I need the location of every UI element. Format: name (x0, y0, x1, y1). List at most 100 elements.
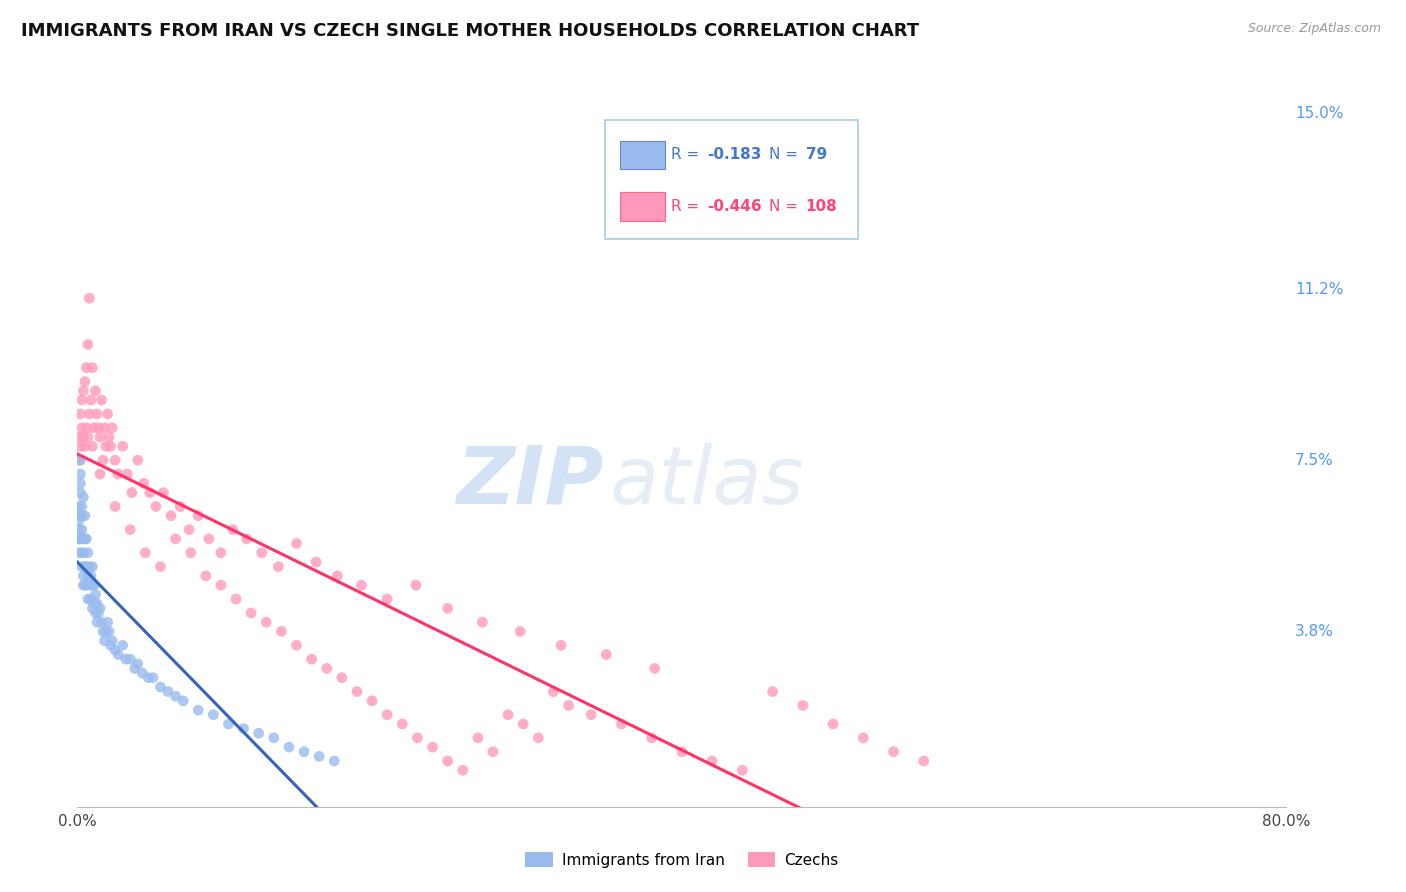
Point (67, 523, 90, 537)
Point (94, 439, 117, 453)
Point (285, 536, 308, 550)
Point (69, 467, 91, 482)
Point (406, 731, 429, 745)
Legend: Immigrants from Iran, Czechs: Immigrants from Iran, Czechs (519, 846, 845, 873)
Point (222, 523, 245, 537)
Text: atlas: atlas (609, 442, 804, 521)
Point (172, 694, 194, 708)
Text: ZIP: ZIP (456, 442, 603, 521)
Text: R =: R = (671, 199, 699, 214)
Point (405, 578, 427, 592)
Point (87, 421, 110, 435)
Point (114, 652, 136, 666)
Point (595, 648, 617, 662)
Point (98, 430, 121, 444)
Point (301, 652, 323, 666)
Point (82, 578, 104, 592)
Point (89, 601, 111, 615)
Point (278, 740, 301, 755)
Point (77, 569, 100, 583)
Point (73, 439, 96, 453)
Point (375, 592, 398, 607)
Text: 3.8%: 3.8% (1295, 624, 1334, 639)
Point (104, 453, 127, 467)
Point (512, 717, 534, 731)
Point (67, 500, 90, 514)
Point (70, 508, 93, 523)
Point (84, 384, 107, 398)
Point (90, 615, 112, 630)
Point (73, 559, 96, 574)
Point (160, 508, 183, 523)
Point (482, 745, 505, 759)
Point (180, 546, 202, 560)
Point (73, 532, 96, 546)
Text: -0.183: -0.183 (707, 147, 762, 162)
Point (543, 684, 565, 698)
Point (254, 615, 277, 630)
Point (240, 606, 263, 620)
Point (101, 633, 124, 648)
Point (67, 546, 90, 560)
Point (361, 694, 384, 708)
Point (80, 592, 103, 607)
Point (139, 485, 162, 500)
Point (70, 559, 93, 574)
Point (305, 555, 328, 569)
Point (422, 740, 444, 755)
Point (187, 508, 209, 523)
Text: -0.446: -0.446 (707, 199, 762, 214)
Point (883, 745, 905, 759)
Point (75, 421, 97, 435)
Point (762, 684, 785, 698)
Point (821, 717, 844, 731)
Point (77, 337, 100, 351)
Point (80, 569, 103, 583)
Point (527, 731, 550, 745)
Point (93, 633, 115, 648)
Point (330, 671, 353, 685)
Point (467, 731, 489, 745)
Point (225, 592, 247, 607)
Point (82, 360, 104, 375)
Text: 15.0%: 15.0% (1295, 105, 1343, 120)
Point (250, 546, 273, 560)
Point (209, 578, 232, 592)
Point (232, 722, 254, 736)
Point (69, 439, 91, 453)
Point (69, 453, 91, 467)
Point (149, 680, 172, 694)
Point (169, 500, 191, 514)
Point (69, 532, 91, 546)
Point (120, 652, 142, 666)
Point (77, 546, 100, 560)
Text: R =: R = (671, 147, 699, 162)
Point (75, 578, 97, 592)
Point (72, 569, 94, 583)
Point (852, 731, 875, 745)
Point (69, 485, 91, 500)
Point (100, 638, 122, 652)
Point (127, 453, 149, 467)
Point (69, 508, 91, 523)
Point (72, 490, 94, 504)
Point (83, 597, 105, 611)
Point (83, 421, 105, 435)
Point (202, 707, 225, 722)
Point (70, 546, 93, 560)
Point (263, 731, 285, 745)
Point (671, 745, 693, 759)
Point (134, 546, 156, 560)
Point (82, 601, 104, 615)
Point (93, 421, 115, 435)
Point (436, 601, 458, 615)
Point (218, 717, 240, 731)
Point (91, 624, 114, 639)
Point (67, 513, 90, 527)
Point (375, 707, 398, 722)
Point (702, 754, 724, 768)
Point (107, 648, 129, 662)
Point (94, 624, 117, 639)
Point (86, 407, 108, 421)
Point (131, 666, 153, 681)
